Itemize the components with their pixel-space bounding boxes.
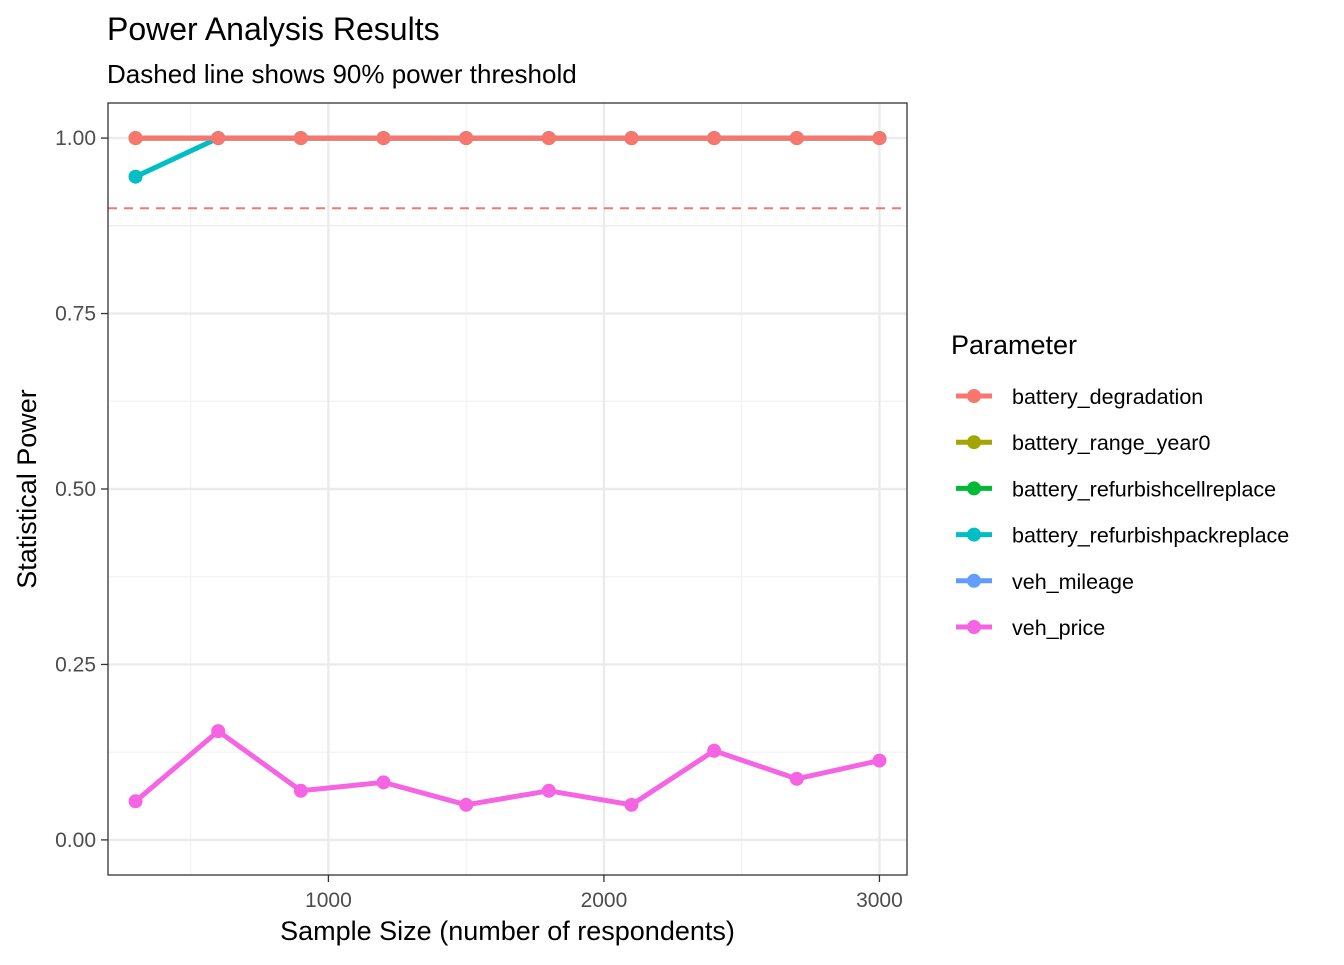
legend-item: battery_range_year0 xyxy=(956,431,1210,455)
data-point xyxy=(128,794,143,809)
legend-key-point xyxy=(967,435,981,450)
chart-title: Power Analysis Results xyxy=(107,11,440,47)
data-point xyxy=(459,131,474,146)
data-point xyxy=(789,131,804,146)
y-tick-label: 0.25 xyxy=(55,653,96,676)
data-point xyxy=(128,169,143,184)
data-point xyxy=(624,797,639,812)
legend-title: Parameter xyxy=(951,330,1077,360)
x-axis-label: Sample Size (number of respondents) xyxy=(280,916,735,946)
x-tick-label: 3000 xyxy=(856,889,903,912)
legend-label: battery_range_year0 xyxy=(1012,431,1210,455)
data-point xyxy=(128,131,143,146)
legend-item: battery_refurbishpackreplace xyxy=(956,524,1289,548)
data-point xyxy=(789,771,804,786)
series-battery-degradation xyxy=(128,131,887,146)
y-tick-label: 1.00 xyxy=(55,127,96,150)
data-point xyxy=(211,131,226,146)
y-tick-label: 0.75 xyxy=(55,303,96,326)
data-point xyxy=(293,131,308,146)
data-point xyxy=(376,775,391,790)
legend-label: battery_degradation xyxy=(1012,385,1203,409)
x-tick-label: 2000 xyxy=(581,889,628,912)
legend-label: battery_refurbishpackreplace xyxy=(1012,524,1289,548)
legend-label: battery_refurbishcellreplace xyxy=(1012,477,1276,501)
data-point xyxy=(211,724,226,739)
data-point xyxy=(872,753,887,768)
data-point xyxy=(459,797,474,812)
legend: Parameter battery_degradation battery_rang… xyxy=(951,330,1289,640)
x-tick-label: 1000 xyxy=(305,889,352,912)
legend-item: battery_degradation xyxy=(956,385,1203,409)
legend-key-point xyxy=(967,389,981,403)
data-point xyxy=(707,743,722,758)
series-line xyxy=(134,135,880,179)
data-point xyxy=(872,131,887,146)
data-point xyxy=(541,131,556,146)
legend-item: veh_mileage xyxy=(956,570,1134,594)
axes: 1000 2000 3000 0.00 0.25 0.50 0.75 1.00 xyxy=(55,127,903,912)
data-point xyxy=(707,131,722,146)
series-layer xyxy=(128,131,887,812)
legend-label: veh_price xyxy=(1012,616,1105,640)
legend-key-point xyxy=(967,620,981,634)
data-point xyxy=(541,783,556,798)
series-veh-price xyxy=(128,724,887,812)
series-line xyxy=(133,728,880,808)
legend-label: veh_mileage xyxy=(1012,570,1134,594)
grid-lines xyxy=(108,103,907,875)
legend-key-point xyxy=(967,573,981,588)
data-point xyxy=(624,131,639,146)
y-tick-label: 0.50 xyxy=(55,478,96,501)
legend-item: veh_price xyxy=(956,616,1105,640)
legend-item: battery_refurbishcellreplace xyxy=(956,477,1276,501)
chart-subtitle: Dashed line shows 90% power threshold xyxy=(107,59,577,89)
data-point xyxy=(376,131,391,146)
legend-key-point xyxy=(967,481,981,496)
data-point xyxy=(293,783,308,798)
y-tick-label: 0.00 xyxy=(55,829,96,852)
y-axis-label: Statistical Power xyxy=(12,389,42,589)
legend-key-point xyxy=(967,527,981,542)
